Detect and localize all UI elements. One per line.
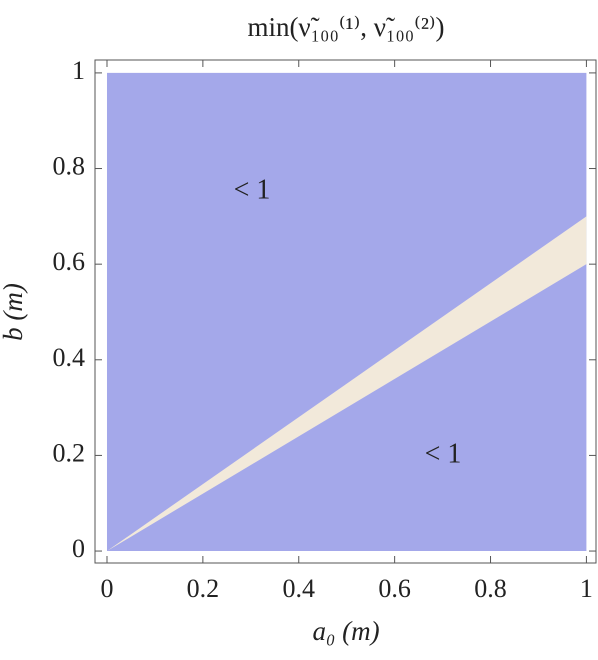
region (106, 72, 587, 552)
x-tick-label: 0.8 (474, 574, 507, 603)
plot-frame (94, 59, 597, 564)
annotation: < 1 (425, 438, 462, 469)
x-axis-label: a₀ (m) (312, 616, 379, 646)
y-tick-label: 0.2 (53, 438, 86, 467)
y-tick-label: 0 (72, 534, 85, 563)
x-tick-label: 0.2 (187, 574, 220, 603)
y-tick-label: 0.4 (53, 343, 86, 372)
annotation: < 1 (234, 174, 271, 205)
y-tick-label: 0.8 (53, 152, 86, 181)
x-tick-label: 0 (100, 574, 113, 603)
region (106, 216, 587, 552)
y-tick-label: 1 (72, 56, 85, 85)
x-tick-label: 0.4 (283, 574, 316, 603)
x-tick-label: 1 (580, 574, 593, 603)
x-tick-label: 0.6 (378, 574, 411, 603)
y-tick-label: 0.6 (53, 247, 86, 276)
y-axis-label: b (m) (0, 283, 28, 341)
chart-title: min(ν̃₁₀₀⁽¹⁾, ν̃₁₀₀⁽²⁾) (247, 12, 444, 42)
